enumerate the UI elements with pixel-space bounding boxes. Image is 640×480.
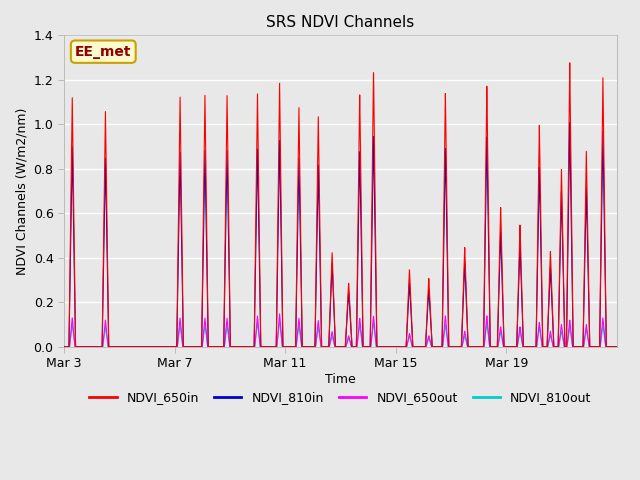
Y-axis label: NDVI Channels (W/m2/nm): NDVI Channels (W/m2/nm) [15,108,28,275]
Text: EE_met: EE_met [75,45,132,59]
X-axis label: Time: Time [325,373,356,386]
Title: SRS NDVI Channels: SRS NDVI Channels [266,15,415,30]
Legend: NDVI_650in, NDVI_810in, NDVI_650out, NDVI_810out: NDVI_650in, NDVI_810in, NDVI_650out, NDV… [84,386,596,409]
